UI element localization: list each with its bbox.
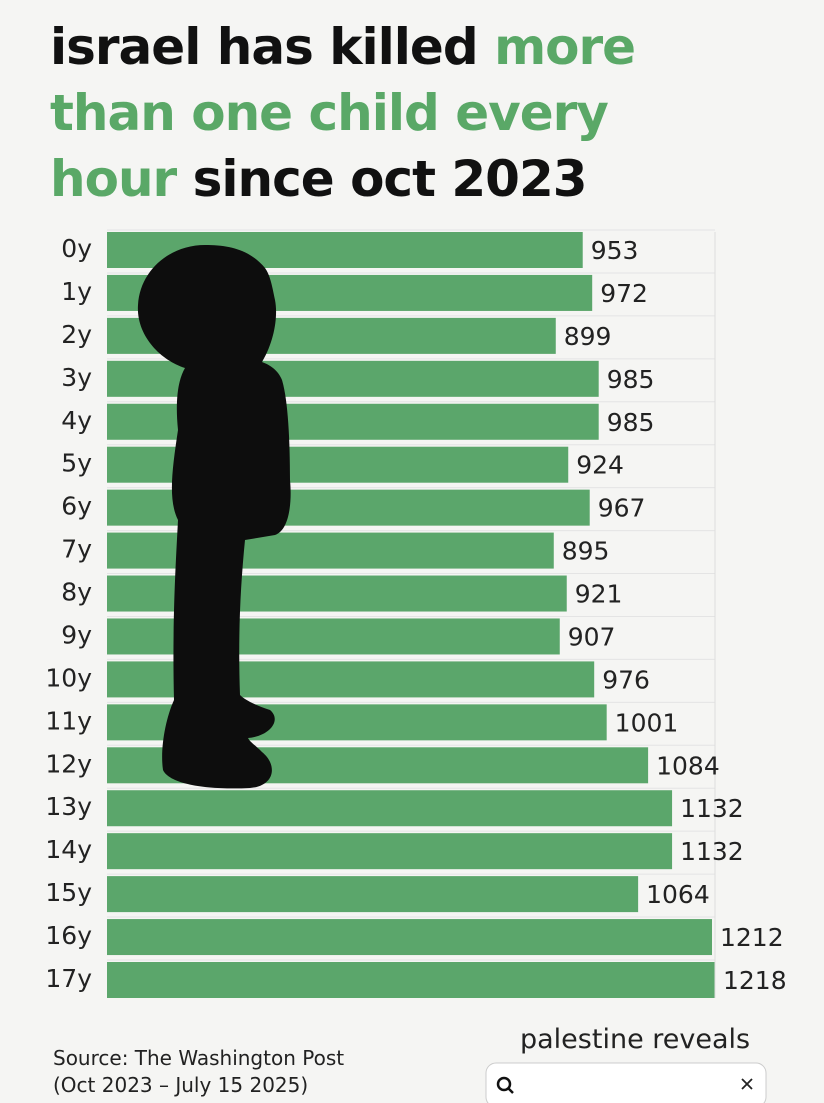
category-label: 12y [45, 749, 92, 778]
source: Source: The Washington Post [53, 1046, 345, 1070]
search-icon-handle [507, 1087, 514, 1094]
bar [107, 532, 554, 569]
category-label: 0y [61, 234, 92, 263]
title-part: israel has killed [50, 18, 479, 76]
value-label: 921 [575, 580, 623, 609]
bar [107, 962, 715, 998]
value-label: 953 [591, 236, 639, 265]
value-label: 976 [602, 665, 650, 694]
category-label: 11y [45, 706, 92, 735]
value-label: 895 [562, 537, 610, 566]
value-label: 985 [607, 365, 655, 394]
bar [107, 790, 673, 827]
category-label: 13y [45, 792, 92, 821]
value-label: 1218 [723, 966, 787, 995]
category-label: 6y [61, 492, 92, 521]
brand: palestine reveals [520, 1024, 751, 1055]
value-label: 899 [564, 322, 612, 351]
child-silhouette [137, 245, 291, 789]
category-label: 4y [61, 406, 92, 435]
category-label: 5y [61, 449, 92, 478]
category-label: 16y [45, 921, 92, 950]
value-label: 907 [568, 622, 616, 651]
category-label: 17y [45, 964, 92, 993]
value-label: 967 [598, 494, 646, 523]
chart-title: israel has killed more than one child ev… [50, 14, 700, 212]
search-icon [496, 1076, 512, 1092]
value-label: 1132 [680, 794, 744, 823]
value-label: 924 [576, 451, 624, 480]
category-label: 14y [45, 835, 92, 864]
search-box[interactable] [485, 1062, 767, 1103]
title-part: since oct 2023 [192, 150, 588, 208]
bar [107, 876, 639, 913]
value-label: 1001 [615, 708, 679, 737]
search-field[interactable] [485, 1062, 767, 1103]
bar [107, 833, 673, 870]
clear-icon[interactable] [741, 1078, 753, 1090]
category-label: 3y [61, 363, 92, 392]
category-label: 2y [61, 320, 92, 349]
value-label: 985 [607, 408, 655, 437]
category-label: 10y [45, 663, 92, 692]
period: (Oct 2023 – July 15 2025) [53, 1073, 309, 1097]
category-label: 7y [61, 535, 92, 564]
value-label: 972 [600, 279, 648, 308]
value-label: 1084 [656, 751, 720, 780]
title-part: more than one child every hour [50, 18, 636, 208]
value-label: 1132 [680, 837, 744, 866]
category-label: 9y [61, 620, 92, 649]
bar [107, 919, 713, 956]
category-label: 8y [61, 578, 92, 607]
category-label: 1y [61, 277, 92, 306]
category-label: 15y [45, 878, 92, 907]
value-label: 1064 [646, 880, 710, 909]
value-label: 1212 [720, 923, 784, 952]
